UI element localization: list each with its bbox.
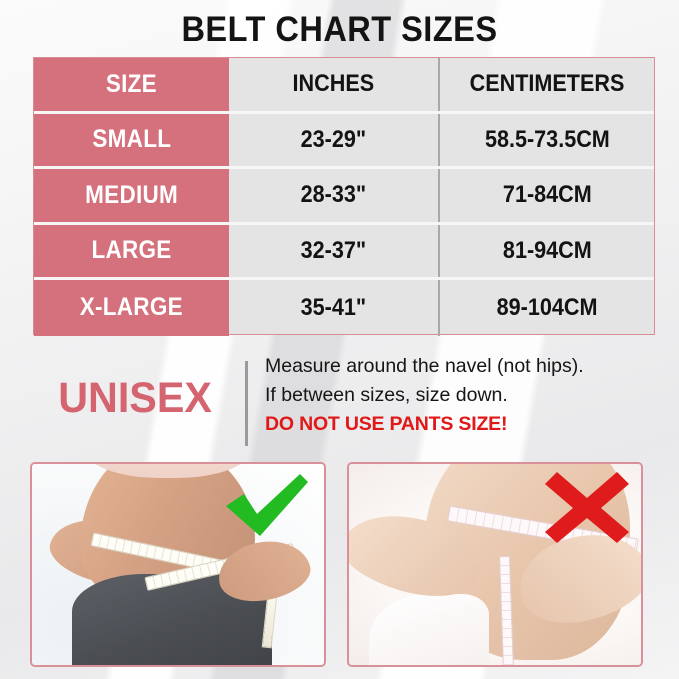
cell-centimeters-small: 58.5-73.5CM — [438, 113, 654, 166]
cell-centimeters-medium-label: 71-84CM — [502, 181, 592, 209]
column-header-size-label: SIZE — [105, 69, 158, 98]
column-header-inches: INCHES — [229, 58, 438, 111]
table-row: MEDIUM 28-33" 71-84CM — [34, 169, 654, 225]
cell-centimeters-large: 81-94CM — [438, 224, 654, 277]
table-header-row: SIZE INCHES CENTIMETERS — [34, 58, 654, 114]
instruction-line-1: Measure around the navel (not hips). — [265, 355, 584, 377]
check-icon — [226, 474, 308, 536]
unisex-instructions-band: UNISEX Measure around the navel (not hip… — [33, 352, 655, 452]
cell-inches-xlarge: 35-41" — [229, 280, 438, 336]
cell-size-medium: MEDIUM — [34, 169, 229, 222]
cell-size-small-label: SMALL — [92, 125, 171, 154]
cell-size-large-label: LARGE — [91, 236, 172, 265]
correct-measurement-photo — [30, 462, 326, 667]
cell-size-large: LARGE — [34, 224, 229, 277]
cell-inches-large-label: 32-37" — [300, 236, 367, 264]
incorrect-measurement-photo — [347, 462, 643, 667]
cell-centimeters-xlarge: 89-104CM — [438, 280, 654, 336]
cell-inches-small-label: 23-29" — [300, 125, 367, 153]
column-header-size: SIZE — [34, 58, 229, 111]
cell-centimeters-small-label: 58.5-73.5CM — [484, 125, 610, 153]
top-garment-shape — [84, 464, 252, 478]
table-row: LARGE 32-37" 81-94CM — [34, 224, 654, 280]
cell-size-xlarge-label: X-LARGE — [79, 293, 184, 322]
table-row: X-LARGE 35-41" 89-104CM — [34, 280, 654, 336]
cell-inches-medium: 28-33" — [229, 169, 438, 222]
cell-size-medium-label: MEDIUM — [85, 180, 178, 209]
cell-inches-medium-label: 28-33" — [300, 181, 367, 209]
unisex-label-text: UNISEX — [58, 374, 213, 422]
cell-centimeters-medium: 71-84CM — [438, 169, 654, 222]
cell-size-xlarge: X-LARGE — [34, 280, 229, 336]
column-header-inches-label: INCHES — [292, 70, 375, 98]
column-header-centimeters: CENTIMETERS — [438, 58, 654, 111]
vertical-divider — [245, 361, 248, 446]
instructions-text-block: Measure around the navel (not hips). If … — [265, 352, 655, 439]
table-row: SMALL 23-29" 58.5-73.5CM — [34, 113, 654, 169]
cell-inches-small: 23-29" — [229, 114, 438, 167]
size-chart-table: SIZE INCHES CENTIMETERS SMALL 23-29" 58.… — [33, 57, 655, 336]
instruction-warning: DO NOT USE PANTS SIZE! — [265, 413, 508, 435]
cell-centimeters-xlarge-label: 89-104CM — [496, 293, 598, 321]
cell-centimeters-large-label: 81-94CM — [502, 236, 592, 264]
instruction-line-2: If between sizes, size down. — [265, 384, 508, 406]
page-title: BELT CHART SIZES — [181, 10, 498, 49]
cell-size-small: SMALL — [34, 113, 229, 166]
column-header-centimeters-label: CENTIMETERS — [469, 70, 625, 98]
unisex-label: UNISEX — [33, 374, 238, 423]
cell-inches-xlarge-label: 35-41" — [300, 293, 367, 321]
cell-inches-large: 32-37" — [229, 225, 438, 278]
cross-icon — [545, 472, 629, 543]
bottom-garment-shape — [369, 594, 489, 665]
